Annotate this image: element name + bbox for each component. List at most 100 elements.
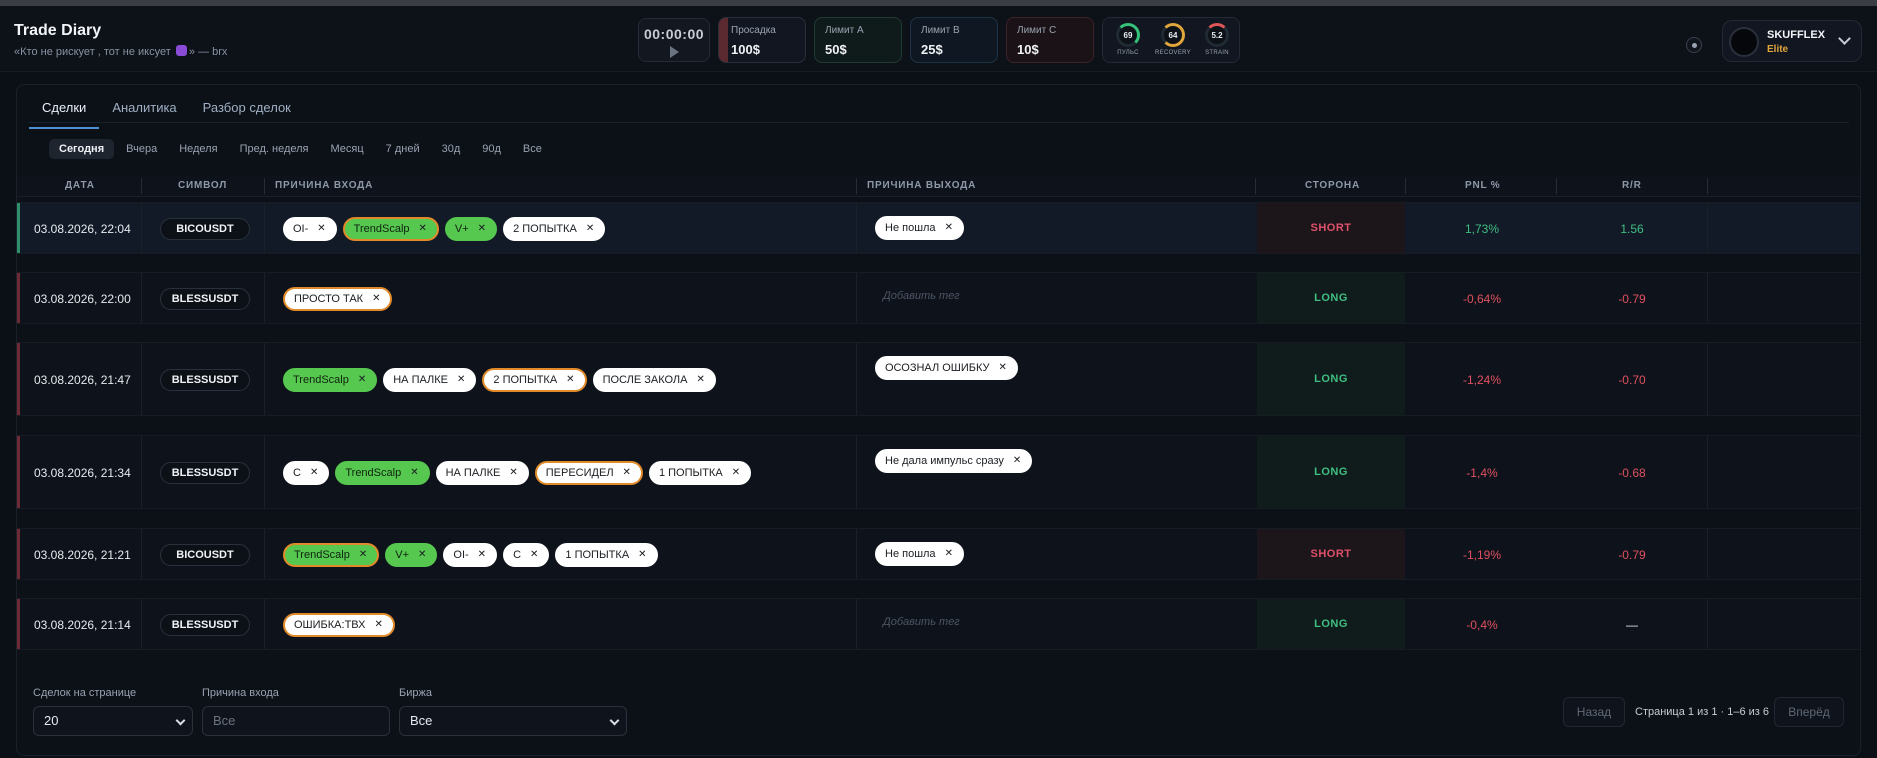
close-icon[interactable]: ✕ [309, 467, 319, 478]
tag-chip[interactable]: V+ ✕ [444, 217, 498, 241]
tag-chip[interactable]: ПОСЛЕ ЗАКОЛА ✕ [592, 368, 716, 392]
profile-menu[interactable]: SKUFFLEX Elite [1722, 20, 1862, 62]
close-icon[interactable]: ✕ [357, 374, 367, 385]
limit-c-value: 10$ [1017, 42, 1039, 57]
close-icon[interactable]: ✕ [477, 223, 487, 234]
period-0[interactable]: Сегодня [49, 139, 115, 159]
tag-chip[interactable]: ОСОЗНАЛ ОШИБКУ ✕ [875, 356, 1018, 380]
tag-chip[interactable]: V+ ✕ [385, 543, 438, 567]
col-divider [1707, 178, 1708, 194]
table-row[interactable]: 03.08.2026, 21:21 BICOUSDT TrendScalp ✕ V+ ✕ O… [17, 528, 1860, 580]
close-icon[interactable]: ✕ [622, 467, 631, 478]
table-row[interactable]: 03.08.2026, 21:14 BLESSUSDT ОШИБКА:ТВХ ✕ Доб… [17, 598, 1860, 650]
table-row[interactable]: 03.08.2026, 22:00 BLESSUSDT ПРОСТО ТАК ✕ Доб… [17, 272, 1860, 324]
trade-date: 03.08.2026, 21:21 [34, 548, 131, 562]
close-icon[interactable]: ✕ [374, 619, 383, 630]
period-5[interactable]: 7 дней [385, 143, 420, 155]
close-icon[interactable]: ✕ [457, 374, 466, 385]
table-row[interactable]: 03.08.2026, 21:47 BLESSUSDT TrendScalp ✕ НА … [17, 342, 1860, 416]
chevron-down-icon[interactable] [1838, 32, 1851, 45]
col-exit-reason: ПРИЧИНА ВЫХОДА [867, 180, 977, 191]
exchange-select[interactable]: Все [399, 706, 627, 736]
period-6[interactable]: 30д [441, 143, 461, 155]
tag-chip[interactable]: 1 ПОПЫТКА ✕ [648, 461, 752, 485]
col-rr: R/R [1622, 180, 1642, 191]
period-3[interactable]: Пред. неделя [239, 143, 309, 155]
close-icon[interactable]: ✕ [358, 549, 368, 560]
tag-chip[interactable]: C ✕ [503, 543, 550, 567]
tag-chip[interactable]: ПРОСТО ТАК ✕ [283, 287, 393, 311]
close-icon[interactable]: ✕ [530, 549, 539, 560]
close-icon[interactable]: ✕ [696, 374, 705, 385]
tag-label: ПРОСТО ТАК [294, 293, 364, 305]
recovery-gauge: 64 RECOVERY [1153, 23, 1193, 56]
close-icon[interactable]: ✕ [1012, 455, 1022, 466]
close-icon[interactable]: ✕ [509, 467, 518, 478]
session-timer[interactable]: 00:00:00 [638, 18, 710, 62]
tag-chip[interactable]: ОШИБКА:ТВХ ✕ [283, 613, 395, 637]
close-icon[interactable]: ✕ [410, 467, 419, 478]
next-page-button[interactable]: Вперёд [1774, 697, 1844, 727]
tag-label: OI- [293, 223, 309, 235]
play-icon[interactable] [669, 46, 679, 58]
table-row[interactable]: 03.08.2026, 22:04 BICOUSDT OI- ✕ TrendScalp ✕… [17, 202, 1860, 254]
close-icon[interactable]: ✕ [372, 293, 381, 304]
chevron-down-icon [609, 715, 620, 726]
tag-chip[interactable]: 2 ПОПЫТКА ✕ [503, 217, 606, 241]
cell-divider [141, 529, 142, 579]
tab-review[interactable]: Разбор сделок [202, 100, 291, 115]
tag-chip[interactable]: C ✕ [283, 461, 330, 485]
tag-label: TrendScalp [353, 223, 410, 235]
table-row[interactable]: 03.08.2026, 21:34 BLESSUSDT C ✕ TrendScalp ✕ Н… [17, 435, 1860, 509]
tag-label: V+ [395, 549, 409, 561]
tag-chip[interactable]: Не пошла ✕ [875, 542, 964, 566]
close-icon[interactable]: ✕ [944, 548, 953, 559]
close-icon[interactable]: ✕ [944, 222, 953, 233]
col-divider [1556, 178, 1557, 194]
close-icon[interactable]: ✕ [998, 362, 1007, 373]
status-dot-button[interactable] [1686, 37, 1702, 53]
exchange-label: Биржа [399, 687, 432, 699]
close-icon[interactable]: ✕ [477, 549, 487, 560]
tag-chip[interactable]: TrendScalp ✕ [283, 543, 380, 567]
add-tag-input[interactable]: Добавить тег [883, 290, 960, 302]
period-1[interactable]: Вчера [126, 143, 158, 155]
tag-chip[interactable]: Не пошла ✕ [875, 216, 964, 240]
quote-start: «Кто не рискует , тот не иксует [14, 46, 171, 58]
tag-chip[interactable]: 1 ПОПЫТКА ✕ [555, 543, 658, 567]
tag-chip[interactable]: TrendScalp ✕ [283, 368, 378, 392]
tag-chip[interactable]: TrendScalp ✕ [335, 461, 430, 485]
app-header: Trade Diary «Кто не рискует , тот не икс… [0, 6, 1877, 72]
close-icon[interactable]: ✕ [317, 223, 326, 234]
tag-label: 1 ПОПЫТКА [565, 549, 630, 561]
rr-value: 1.56 [1620, 222, 1644, 236]
period-7[interactable]: 90д [482, 143, 501, 155]
tag-chip[interactable]: НА ПАЛКЕ ✕ [435, 461, 529, 485]
close-icon[interactable]: ✕ [418, 223, 427, 234]
col-divider [1255, 178, 1256, 194]
close-icon[interactable]: ✕ [731, 467, 741, 478]
period-4[interactable]: Месяц [330, 143, 364, 155]
period-2[interactable]: Неделя [179, 143, 218, 155]
tag-chip[interactable]: ПЕРЕСИДЕЛ ✕ [534, 461, 643, 485]
tag-chip[interactable]: OI- ✕ [443, 543, 498, 567]
add-tag-input[interactable]: Добавить тег [883, 616, 960, 628]
tab-trades[interactable]: Сделки [29, 93, 100, 129]
close-icon[interactable]: ✕ [638, 549, 647, 560]
entry-filter-input[interactable]: Все [202, 706, 390, 736]
tag-chip[interactable]: НА ПАЛКЕ ✕ [383, 368, 477, 392]
prev-page-button[interactable]: Назад [1563, 697, 1625, 727]
close-icon[interactable]: ✕ [585, 223, 595, 234]
close-icon[interactable]: ✕ [566, 374, 575, 385]
tab-analytics[interactable]: Аналитика [112, 100, 177, 115]
period-8[interactable]: Все [522, 143, 542, 155]
close-icon[interactable]: ✕ [418, 549, 427, 560]
period-filter: Сегодня Вчера Неделя Пред. неделя Месяц 7 дне… [49, 139, 552, 159]
tag-chip[interactable]: OI- ✕ [283, 217, 337, 241]
pnl-value: -1,4% [1466, 466, 1498, 480]
tag-chip[interactable]: Не дала импульс сразу ✕ [875, 449, 1033, 473]
per-page-select[interactable]: 20 [33, 706, 193, 736]
tag-chip[interactable]: 2 ПОПЫТКА ✕ [482, 368, 587, 392]
tag-chip[interactable]: TrendScalp ✕ [342, 217, 439, 241]
cell-divider [141, 343, 142, 415]
